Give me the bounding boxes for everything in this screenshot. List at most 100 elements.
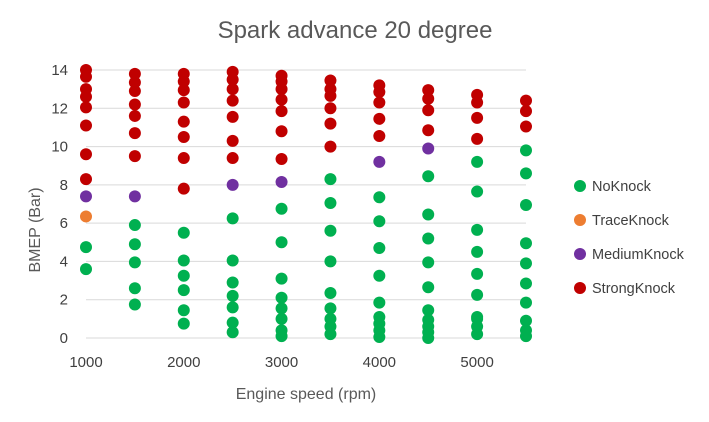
point-noknock [520,198,532,211]
point-strongknock [275,93,288,106]
point-strongknock [80,83,92,96]
point-strongknock [128,76,141,89]
point-noknock [422,256,435,269]
point-noknock [471,245,484,258]
point-strongknock [226,65,239,78]
point-strongknock [520,120,532,133]
point-strongknock [422,92,435,105]
legend-marker-noknock [574,180,586,192]
point-noknock [520,324,532,337]
y-tick-labels: 0 2 4 6 8 10 12 14 [51,62,68,347]
y-tick-label-2: 2 [60,292,68,309]
point-strongknock [80,173,92,186]
legend-label-mediumknock: MediumKnock [592,247,685,263]
point-mediumknock [226,178,239,191]
y-tick-label-14: 14 [51,62,68,79]
y-tick-label-4: 4 [60,253,68,270]
point-strongknock [80,64,92,76]
point-strongknock [373,112,386,125]
point-noknock [128,298,141,311]
point-noknock [226,326,239,339]
y-tick-label-10: 10 [51,139,68,156]
x-tick-label-4000: 4000 [363,354,396,371]
point-noknock [275,291,288,304]
point-mediumknock [128,190,141,203]
point-strongknock [275,105,288,118]
point-strongknock [226,110,239,123]
point-noknock [520,314,532,327]
point-noknock [324,197,337,210]
point-noknock [471,267,484,280]
point-strongknock [324,117,337,130]
x-tick-label-5000: 5000 [460,354,493,371]
point-noknock [226,254,239,267]
x-tick-label-3000: 3000 [265,354,298,371]
point-noknock [226,212,239,225]
point-strongknock [373,96,386,109]
x-tick-label-1000: 1000 [69,354,102,371]
point-strongknock [177,115,190,128]
point-noknock [275,312,288,325]
point-noknock [324,224,337,237]
point-strongknock [324,74,337,87]
point-strongknock [226,152,239,165]
point-noknock [422,313,435,326]
point-noknock [128,282,141,295]
legend-marker-traceknock [574,214,586,226]
point-noknock [520,144,532,157]
y-axis-title: BMEP (Bar) [27,187,44,272]
point-strongknock [520,94,532,107]
point-strongknock [275,125,288,138]
point-noknock [275,236,288,249]
x-tick-label-2000: 2000 [167,354,200,371]
legend: NoKnock TraceKnock MediumKnock StrongKnock [574,179,685,297]
point-mediumknock [275,175,288,188]
point-noknock [80,241,92,254]
point-strongknock [80,148,92,161]
point-noknock [177,269,190,282]
point-strongknock [422,104,435,117]
point-strongknock [177,67,190,80]
point-strongknock [520,105,532,118]
gridlines [86,69,526,339]
point-strongknock [128,109,141,122]
point-noknock [177,284,190,297]
point-mediumknock [422,142,435,155]
point-noknock [422,304,435,317]
point-noknock [520,296,532,309]
point-strongknock [80,119,92,132]
point-noknock [373,191,386,204]
y-tick-label-12: 12 [51,100,68,117]
point-noknock [226,316,239,329]
point-strongknock [177,182,190,195]
point-traceknock [80,210,92,223]
point-strongknock [128,98,141,111]
point-noknock [471,155,484,168]
point-strongknock [324,140,337,153]
point-noknock [373,215,386,228]
point-noknock [226,301,239,314]
point-strongknock [177,96,190,109]
point-strongknock [471,111,484,124]
point-noknock [275,302,288,315]
point-noknock [226,289,239,302]
legend-label-traceknock: TraceKnock [592,213,670,229]
point-strongknock [373,130,386,143]
point-strongknock [275,69,288,82]
point-noknock [275,324,288,337]
point-noknock [275,202,288,215]
point-noknock [373,269,386,282]
point-noknock [520,167,532,180]
point-noknock [422,208,435,221]
point-noknock [471,223,484,236]
legend-marker-strongknock [574,282,586,294]
point-noknock [422,232,435,245]
point-strongknock [226,134,239,147]
point-strongknock [177,84,190,97]
point-noknock [177,317,190,330]
point-noknock [128,219,141,232]
point-strongknock [471,88,484,101]
point-noknock [373,310,386,323]
point-noknock [422,281,435,294]
point-strongknock [275,153,288,166]
